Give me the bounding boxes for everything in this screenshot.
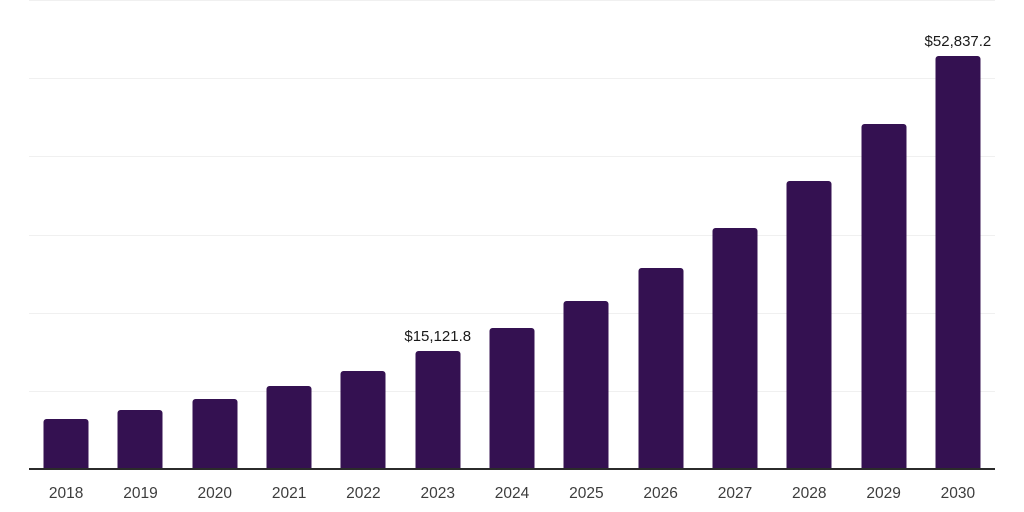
bar-value-label-2023: $15,121.8 — [404, 327, 472, 345]
x-tick-label-2019: 2019 — [123, 485, 158, 502]
bar-column-2029 — [846, 0, 920, 470]
bar-2029 — [861, 123, 907, 469]
bar-column-2028 — [772, 0, 846, 470]
bar-2019 — [117, 410, 163, 469]
x-tick-label-2020: 2020 — [197, 485, 233, 502]
bar-2020 — [192, 399, 238, 469]
bar-column-2018 — [29, 0, 103, 470]
x-tick-label-2022: 2022 — [346, 485, 381, 502]
bar-column-2022 — [326, 0, 400, 470]
bar-2023 — [415, 350, 461, 469]
bar-2018 — [43, 419, 89, 469]
x-tick-label-2025: 2025 — [569, 485, 604, 502]
x-tick-label-2028: 2028 — [792, 485, 827, 502]
bar-column-2025 — [549, 0, 623, 470]
gridline — [29, 234, 995, 236]
bar-column-2024 — [475, 0, 549, 470]
x-tick-label-2024: 2024 — [494, 485, 530, 502]
bar-column-2027 — [698, 0, 772, 470]
x-tick-label-2030: 2030 — [940, 485, 976, 502]
gridline — [29, 0, 995, 1]
bar-2027 — [712, 228, 758, 469]
bar-2028 — [786, 180, 832, 469]
bar-column-2020 — [178, 0, 252, 470]
x-tick-label-2027: 2027 — [717, 485, 753, 502]
plot-area: $15,121.8 $52,837.2 — [29, 0, 995, 470]
x-tick-label-2026: 2026 — [643, 485, 678, 502]
gridline — [29, 312, 995, 314]
bar-2022 — [340, 370, 386, 469]
bars-group: $15,121.8 $52,837.2 — [29, 0, 995, 470]
bar-column-2026 — [624, 0, 698, 470]
x-tick-label-2018: 2018 — [48, 485, 84, 502]
x-tick-label-2021: 2021 — [271, 485, 307, 502]
bar-column-2030: $52,837.2 — [921, 0, 995, 470]
x-axis-tick-labels: 2018 2019 2020 2021 2022 2023 2024 2025 2026 2027… — [29, 470, 995, 503]
x-tick-label-2029: 2029 — [866, 485, 901, 502]
bar-2025 — [563, 300, 609, 469]
x-tick-label-2023: 2023 — [420, 485, 455, 502]
gridline — [29, 78, 995, 80]
bar-2021 — [266, 386, 312, 469]
gridline — [29, 156, 995, 158]
x-axis-line — [29, 468, 995, 470]
bar-value-label-2030: $52,837.2 — [924, 33, 992, 50]
bar-2024 — [489, 328, 535, 469]
bar-column-2023: $15,121.8 — [401, 0, 475, 470]
bar-column-2019 — [103, 0, 177, 470]
bar-2030 — [935, 56, 981, 469]
bar-column-2021 — [252, 0, 326, 470]
bar-2026 — [638, 267, 684, 469]
